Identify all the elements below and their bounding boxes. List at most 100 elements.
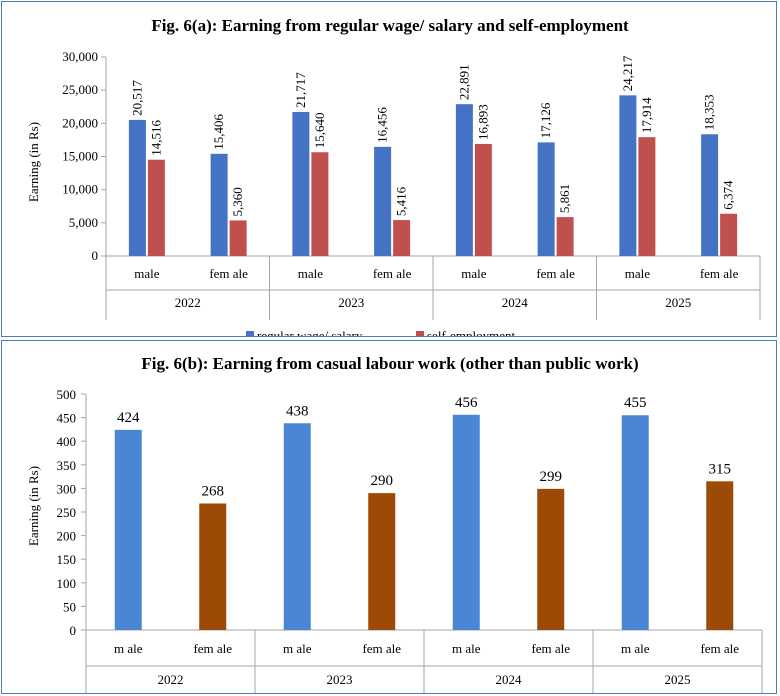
chart-b-data-label: 290 <box>371 473 394 489</box>
chart-b-title: Fig. 6(b): Earning from casual labour wo… <box>141 354 638 373</box>
chart-a-bar-wage <box>210 153 228 256</box>
chart-a-y-tick-label: 15,000 <box>62 149 98 164</box>
chart-a-y-tick-label: 25,000 <box>62 82 98 97</box>
chart-b-bar-male <box>452 414 480 630</box>
chart-b-year-label: 2023 <box>327 672 353 687</box>
chart-b-data-label: 424 <box>117 410 140 426</box>
chart-a-bar-self <box>229 220 247 256</box>
chart-b-bar-male <box>621 415 649 630</box>
chart-a-bar-self <box>720 213 738 256</box>
chart-a-data-labels: 20,517 14,516 15,406 5,360 21,717 15,640 16,45… <box>129 55 735 216</box>
chart-b-y-tick-label: 250 <box>57 505 77 520</box>
chart-a-year-label: 2024 <box>502 295 529 310</box>
chart-b-year-label: 2024 <box>496 672 523 687</box>
chart-a-category-label: male <box>134 266 159 281</box>
chart-b-data-label: 268 <box>202 484 225 500</box>
chart-b-ylabel: Earning (in Rs) <box>26 466 41 546</box>
chart-a-data-label: 17,914 <box>639 97 654 133</box>
chart-a-bar-self <box>311 152 329 256</box>
chart-a-category-label: male <box>298 266 323 281</box>
chart-a-year-label: 2022 <box>175 295 201 310</box>
chart-a-legend-swatch <box>416 331 424 336</box>
chart-b-y-tick-label: 100 <box>57 576 77 591</box>
chart-a-svg: Fig. 6(a): Earning from regular wage/ sa… <box>26 16 761 337</box>
chart-b-year-label: 2025 <box>665 672 691 687</box>
chart-a-legend: regular wage/ salary self-employment <box>246 328 515 337</box>
chart-b-category-label: m ale <box>283 641 312 656</box>
chart-b-y-tick-label: 50 <box>63 599 76 614</box>
chart-a-data-label: 6,374 <box>721 180 736 210</box>
chart-a-bar-wage <box>128 119 146 256</box>
chart-a-y-tick-label: 0 <box>92 248 99 263</box>
chart-a-bar-self <box>638 137 656 256</box>
chart-a-category-label: fem ale <box>209 266 248 281</box>
chart-b-y-tick-label: 350 <box>57 458 77 473</box>
chart-b-data-label: 456 <box>455 395 478 411</box>
chart-a-bar-wage <box>455 104 473 256</box>
chart-b-bars <box>114 414 734 630</box>
chart-panel-b: Fig. 6(b): Earning from casual labour wo… <box>1 340 777 694</box>
chart-a-axes: 0 5,000 10,000 15,000 20,000 25,000 30,000 2022… <box>62 49 761 320</box>
chart-b-category-label: m ale <box>621 641 650 656</box>
chart-a-category-label: fem ale <box>700 266 739 281</box>
chart-b-bar-male <box>114 429 142 630</box>
chart-b-y-tick-label: 200 <box>57 529 77 544</box>
chart-a-data-label: 18,353 <box>702 95 717 131</box>
chart-b-y-tick-label: 150 <box>57 552 77 567</box>
chart-a-bar-wage <box>374 146 392 256</box>
chart-a-title: Fig. 6(a): Earning from regular wage/ sa… <box>151 16 629 35</box>
chart-a-data-label: 14,516 <box>148 119 163 155</box>
chart-a-bar-self <box>556 217 574 256</box>
chart-a-data-label: 17,126 <box>538 102 553 138</box>
chart-b-bar-female <box>537 488 565 630</box>
chart-a-bar-self <box>474 143 492 256</box>
chart-a-category-label: fem ale <box>373 266 412 281</box>
chart-a-data-label: 16,893 <box>475 104 490 140</box>
chart-b-y-tick-label: 400 <box>57 434 77 449</box>
chart-a-y-tick-label: 10,000 <box>62 182 98 197</box>
chart-panel-a: Fig. 6(a): Earning from regular wage/ sa… <box>1 1 777 337</box>
chart-b-category-label: fem ale <box>531 641 570 656</box>
chart-b-bar-female <box>706 481 734 630</box>
chart-b-data-label: 438 <box>286 403 309 419</box>
chart-b-data-label: 455 <box>624 395 647 411</box>
chart-a-data-label: 16,456 <box>375 107 390 143</box>
chart-b-data-labels: 424 268 438 290 456 299 455 315 <box>117 395 731 500</box>
chart-b-data-label: 299 <box>540 469 563 485</box>
chart-a-bar-self <box>147 159 165 256</box>
chart-b-category-label: fem ale <box>193 641 232 656</box>
chart-a-data-label: 5,360 <box>230 187 245 216</box>
chart-b-y-tick-label: 300 <box>57 481 77 496</box>
chart-a-bar-wage <box>701 134 719 256</box>
chart-b-category-label: m ale <box>114 641 143 656</box>
chart-a-bar-wage <box>619 95 637 256</box>
chart-b-category-label: fem ale <box>700 641 739 656</box>
chart-a-data-label: 24,217 <box>620 55 635 91</box>
chart-b-bar-female <box>199 503 227 630</box>
chart-a-category-label: fem ale <box>536 266 575 281</box>
chart-a-y-tick-label: 30,000 <box>62 49 98 64</box>
chart-b-bar-male <box>283 423 311 630</box>
chart-b-data-label: 315 <box>709 461 732 477</box>
chart-a-year-label: 2025 <box>665 295 691 310</box>
chart-a-legend-label: regular wage/ salary <box>257 328 363 337</box>
chart-b-svg: Fig. 6(b): Earning from casual labour wo… <box>26 354 763 693</box>
chart-b-year-label: 2022 <box>158 672 184 687</box>
chart-a-bar-wage <box>292 111 310 256</box>
chart-a-bar-self <box>393 220 411 256</box>
chart-a-data-label: 20,517 <box>129 80 144 116</box>
chart-b-y-tick-label: 450 <box>57 411 77 426</box>
chart-a-data-label: 5,416 <box>394 186 409 216</box>
chart-b-category-label: m ale <box>452 641 481 656</box>
chart-b-bar-female <box>368 493 396 630</box>
chart-a-ylabel: Earning (in Rs) <box>26 122 41 202</box>
chart-a-category-label: male <box>461 266 486 281</box>
chart-a-y-tick-label: 20,000 <box>62 115 98 130</box>
chart-b-y-tick-label: 0 <box>70 623 77 638</box>
chart-b-y-tick-label: 500 <box>57 387 77 402</box>
chart-a-data-label: 22,891 <box>456 64 471 100</box>
chart-a-data-label: 5,861 <box>557 184 572 213</box>
chart-a-y-tick-label: 5,000 <box>69 215 98 230</box>
chart-a-year-label: 2023 <box>338 295 364 310</box>
chart-a-data-label: 15,406 <box>211 114 226 150</box>
